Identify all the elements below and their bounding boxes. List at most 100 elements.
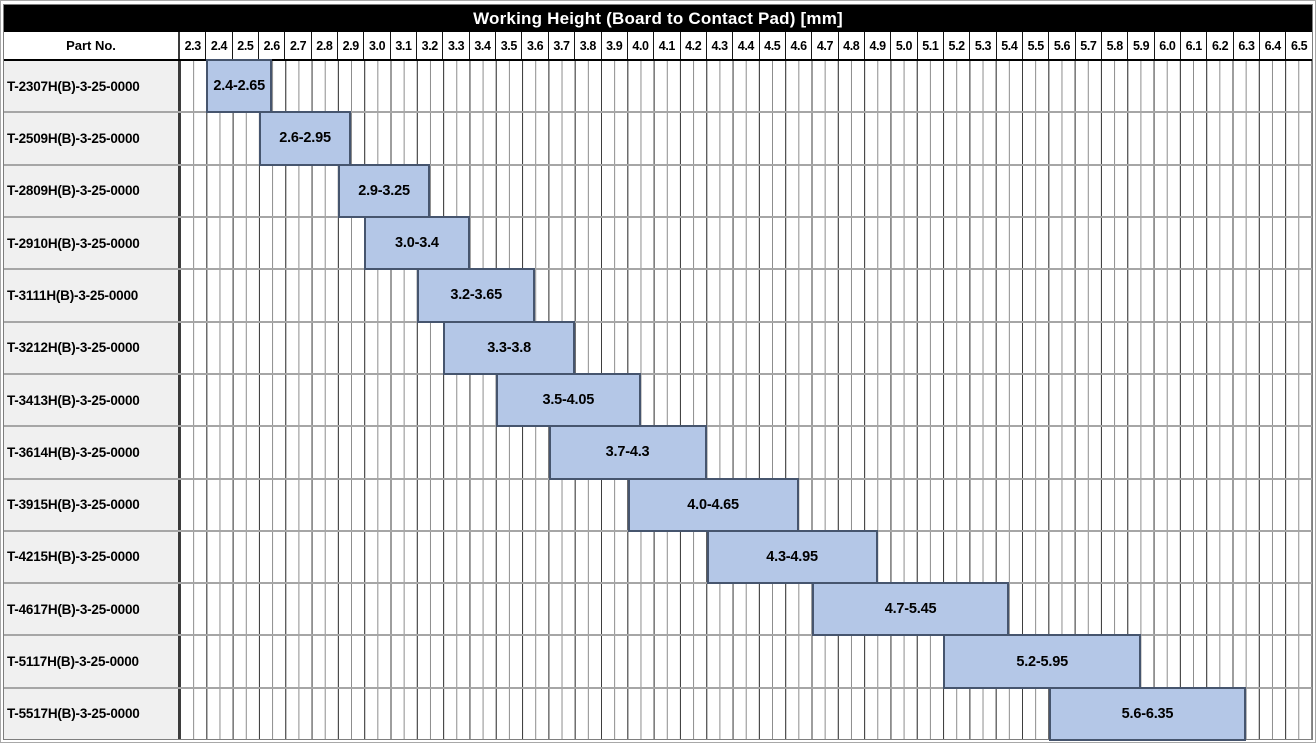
axis-tick-label: 4.5 [760,32,786,59]
row-plot-area: 5.2-5.95 [180,634,1312,689]
axis-tick-label: 2.9 [338,32,365,59]
table-row: T-2910H(B)-3-25-0000 3.0-3.4 [4,215,1312,271]
axis-tick-label: 4.3 [707,32,734,59]
row-plot-area: 4.0-4.65 [180,477,1312,532]
range-label: 4.7-5.45 [884,601,937,618]
row-plot-area: 5.6-6.35 [180,686,1312,742]
range-label: 5.6-6.35 [1121,705,1174,722]
row-plot-area: 3.2-3.65 [180,268,1312,323]
row-plot-area: 2.4-2.65 [180,59,1312,114]
row-plot-area: 3.7-4.3 [180,425,1312,480]
range-label: 3.3-3.8 [487,339,531,356]
row-plot-area: 3.3-3.8 [180,320,1312,375]
axis-tick-label: 4.9 [865,32,892,59]
axis-tick-label: 5.6 [1049,32,1076,59]
table-row: T-3413H(B)-3-25-0000 3.5-4.05 [4,372,1312,428]
axis-tick-label: 2.4 [206,32,233,59]
table-row: T-2809H(B)-3-25-0000 2.9-3.25 [4,163,1312,218]
table-row: T-2307H(B)-3-25-0000 2.4-2.65 [4,59,1312,114]
range-label: 4.3-4.95 [766,548,818,565]
table-row: T-2509H(B)-3-25-0000 2.6-2.95 [4,111,1312,166]
range-label: 3.7-4.3 [605,444,650,461]
axis-tick-label: 4.4 [733,32,760,59]
axis-tick-label: 6.2 [1207,32,1234,59]
working-height-chart: Working Height (Board to Contact Pad) [m… [3,4,1313,742]
range-label: 3.5-4.05 [542,392,595,409]
part-no-cell: T-2307H(B)-3-25-0000 [4,61,180,112]
axis-tick-label: 5.0 [891,32,918,59]
part-no-header: Part No. [4,32,180,59]
row-plot-area: 2.6-2.95 [180,111,1312,166]
part-no-cell: T-3915H(B)-3-25-0000 [4,479,180,530]
range-bar: 4.3-4.95 [706,529,878,585]
range-bar: 4.7-5.45 [811,582,1010,637]
part-no-cell: T-4215H(B)-3-25-0000 [4,531,180,583]
axis-tick-label: 3.6 [522,32,549,59]
axis-tick-label: 3.9 [602,32,628,59]
axis-tick-label: 2.8 [312,32,339,59]
chart-header-row: Part No. 2.3 2.4 2.5 2.6 2.7 2.8 2.9 3.0 3.1 3.2 3… [4,32,1312,61]
table-row: T-3111H(B)-3-25-0000 3.2-3.65 [4,268,1312,323]
axis-tick-label: 6.4 [1260,32,1287,59]
axis-tick-label: 3.5 [496,32,523,59]
axis-tick-label: 5.1 [918,32,944,59]
table-row: T-3212H(B)-3-25-0000 3.3-3.8 [4,320,1312,375]
axis-tick-label: 3.7 [549,32,576,59]
part-no-cell: T-3212H(B)-3-25-0000 [4,322,180,373]
range-bar: 2.9-3.25 [337,163,431,218]
axis-tick-label: 6.5 [1291,38,1308,53]
range-label: 2.9-3.25 [358,182,410,199]
range-bar: 3.0-3.4 [364,215,470,271]
table-row: T-3915H(B)-3-25-0000 4.0-4.65 [4,477,1312,532]
table-row: T-4617H(B)-3-25-0000 4.7-5.45 [4,582,1312,637]
axis-tick-label: 6.0 [1155,32,1182,59]
part-no-cell: T-4617H(B)-3-25-0000 [4,584,180,635]
axis-tick-label: 4.2 [681,32,707,59]
table-row: T-5117H(B)-3-25-0000 5.2-5.95 [4,634,1312,689]
range-label: 5.2-5.95 [1016,653,1068,670]
range-label: 2.4-2.65 [213,78,266,95]
range-label: 4.0-4.65 [687,496,739,513]
axis-tick-label: 5.2 [944,32,971,59]
axis-tick-label: 2.3 [180,32,207,59]
row-plot-area: 3.0-3.4 [180,215,1312,271]
row-plot-area: 4.3-4.95 [180,529,1312,585]
axis-tick-label: 2.6 [259,32,286,59]
axis-tick-label: 5.3 [970,32,997,59]
axis-tick-label: 6.1 [1181,32,1208,59]
range-bar: 4.0-4.65 [627,477,799,532]
axis-tick-label: 5.9 [1128,32,1155,59]
axis-tick-label: 5.8 [1102,32,1129,59]
axis-tick-label: 5.4 [997,32,1023,59]
range-bar: 2.6-2.95 [258,111,352,166]
range-bar: 3.7-4.3 [548,425,707,480]
row-plot-area: 2.9-3.25 [180,163,1312,218]
axis-tick-label: 2.5 [233,32,260,59]
axis-tick-label: 6.3 [1234,32,1261,59]
range-label: 3.2-3.65 [450,287,502,304]
axis-tick-label: 3.8 [575,32,602,59]
range-bar: 2.4-2.65 [206,59,273,114]
axis-tick-label: 2.7 [285,32,312,59]
part-no-cell: T-5517H(B)-3-25-0000 [4,688,180,740]
axis-tick-label: 3.1 [391,32,418,59]
part-no-cell: T-2509H(B)-3-25-0000 [4,113,180,164]
axis-tick-label: 3.0 [364,32,391,59]
range-bar: 3.5-4.05 [495,372,641,428]
row-plot-area: 4.7-5.45 [180,582,1312,637]
axis-tick-row: 2.3 2.4 2.5 2.6 2.7 2.8 2.9 3.0 3.1 3.2 3.3 3.4 3.5 3… [180,32,1312,59]
part-no-cell: T-2910H(B)-3-25-0000 [4,217,180,269]
chart-title: Working Height (Board to Contact Pad) [m… [4,5,1312,32]
axis-tick-label: 4.6 [786,32,813,59]
table-row: T-3614H(B)-3-25-0000 3.7-4.3 [4,425,1312,480]
range-label: 3.0-3.4 [395,235,439,252]
range-bar: 5.6-6.35 [1048,686,1247,742]
table-row: T-5517H(B)-3-25-0000 5.6-6.35 [4,686,1312,742]
part-no-cell: T-2809H(B)-3-25-0000 [4,165,180,216]
range-bar: 5.2-5.95 [943,634,1141,689]
axis-tick-label: 3.2 [417,32,444,59]
range-bar: 3.3-3.8 [443,320,575,375]
axis-tick-label: 4.1 [654,32,681,59]
axis-tick-label: 3.4 [470,32,497,59]
